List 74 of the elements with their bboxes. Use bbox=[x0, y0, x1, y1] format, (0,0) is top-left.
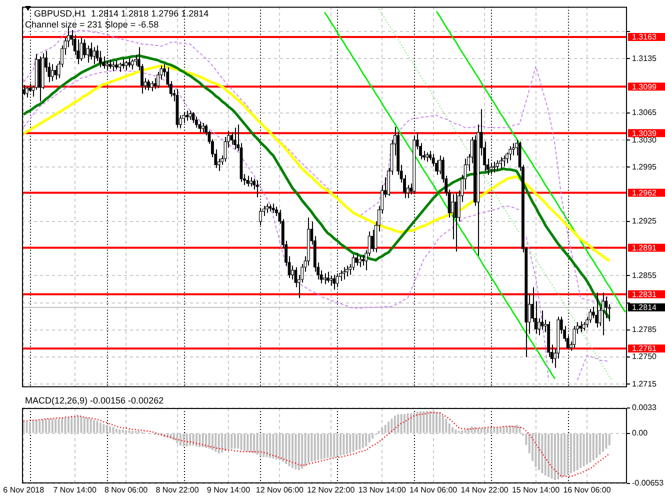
y-tick-label: 1.2715 bbox=[632, 379, 658, 388]
line-series bbox=[23, 412, 610, 477]
bar bbox=[80, 416, 82, 433]
y-tick-label: 1.3135 bbox=[632, 54, 658, 63]
bar bbox=[26, 422, 28, 433]
candlestick bbox=[195, 116, 198, 128]
bar bbox=[109, 426, 112, 433]
x-tick-label: 14 Nov 22:00 bbox=[460, 485, 509, 494]
bar bbox=[486, 428, 489, 433]
y-tick-label: 0.0033 bbox=[632, 403, 658, 412]
y-tick-label: -0.00653 bbox=[632, 478, 664, 488]
bar bbox=[362, 434, 364, 448]
ref-line-label: 1.2891 bbox=[632, 243, 658, 252]
bar bbox=[500, 427, 502, 433]
chart-title: MACD(12,26,9) -0.00156 -0.00262 bbox=[25, 395, 164, 406]
bar bbox=[115, 428, 118, 433]
bar bbox=[554, 434, 556, 480]
bar bbox=[307, 434, 310, 464]
bar bbox=[349, 434, 352, 454]
x-tick-label: 8 Nov 06:00 bbox=[104, 485, 148, 494]
x-tick-label: 16 Nov 06:00 bbox=[563, 485, 612, 494]
bar bbox=[410, 413, 412, 433]
x-tick-label: 8 Nov 22:00 bbox=[156, 485, 200, 494]
y-tick-label: 1.2995 bbox=[632, 162, 658, 172]
x-tick-label: 12 Nov 22:00 bbox=[307, 485, 356, 494]
bar bbox=[67, 417, 70, 433]
x-tick-label: 7 Nov 14:00 bbox=[53, 485, 97, 494]
bar bbox=[548, 434, 550, 478]
bar bbox=[596, 434, 598, 458]
x-tick-label: 13 Nov 14:00 bbox=[358, 485, 406, 494]
bar bbox=[397, 414, 400, 433]
bar bbox=[32, 421, 34, 433]
ref-line-label: 1.3039 bbox=[632, 128, 658, 138]
bar bbox=[301, 434, 304, 469]
y-tick-label: 1.2855 bbox=[632, 270, 658, 280]
bar bbox=[128, 430, 130, 433]
x-tick-label: 6 Nov 2018 bbox=[3, 485, 45, 494]
bar bbox=[506, 426, 508, 433]
bar bbox=[205, 434, 208, 448]
bar bbox=[266, 434, 268, 458]
bar bbox=[356, 434, 358, 450]
ref-line-label: 1.3163 bbox=[632, 32, 658, 42]
y-tick-label: 0.00 bbox=[632, 428, 648, 438]
ref-line-label: 1.3099 bbox=[632, 82, 658, 92]
bar bbox=[452, 427, 454, 433]
bar bbox=[253, 434, 256, 454]
bar bbox=[211, 434, 214, 450]
ref-line-label: 1.2814 bbox=[632, 303, 658, 312]
chart-title: GBPUSD,H1 1.2814 1.2818 1.2796 1.2814 bbox=[34, 8, 209, 18]
y-tick-label: 1.2750 bbox=[632, 352, 658, 362]
bar bbox=[493, 427, 496, 433]
bar bbox=[259, 434, 262, 456]
candlestick bbox=[76, 38, 80, 65]
y-tick-label: 1.3065 bbox=[632, 108, 658, 118]
x-tick-label: 14 Nov 06:00 bbox=[410, 485, 458, 494]
bar bbox=[589, 434, 592, 462]
y-tick-label: 1.3030 bbox=[632, 135, 658, 144]
x-tick-label: 12 Nov 06:00 bbox=[256, 485, 304, 494]
bar bbox=[404, 414, 406, 433]
x-tick-label: 15 Nov 14:00 bbox=[512, 485, 560, 494]
bar bbox=[602, 434, 604, 452]
ref-line-label: 1.2831 bbox=[632, 290, 658, 299]
bar bbox=[61, 418, 64, 433]
bar bbox=[218, 434, 220, 454]
x-tick-label: 9 Nov 14:00 bbox=[206, 485, 251, 494]
bar bbox=[314, 434, 316, 461]
y-tick-label: 1.2785 bbox=[632, 325, 658, 334]
ref-line-label: 1.2962 bbox=[632, 188, 658, 198]
bar bbox=[445, 418, 448, 433]
text: Channel size = 231 Slope = -6.58 bbox=[25, 19, 159, 30]
bar bbox=[122, 429, 124, 433]
ref-line-label: 1.2761 bbox=[632, 344, 658, 354]
bar bbox=[541, 434, 544, 474]
y-tick-label: 1.2925 bbox=[632, 216, 658, 226]
